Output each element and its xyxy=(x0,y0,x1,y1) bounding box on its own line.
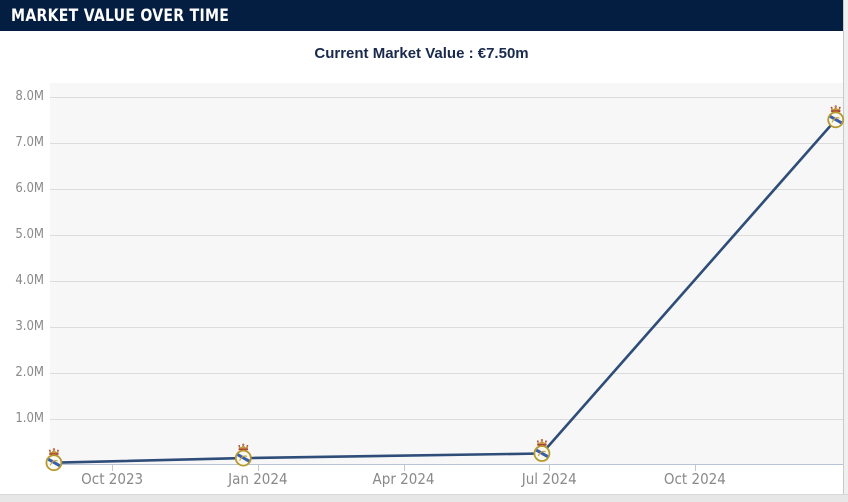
scrollbar-track[interactable] xyxy=(843,0,848,494)
chart-plot-area[interactable] xyxy=(50,83,843,465)
gridline xyxy=(50,326,843,328)
x-axis-tick xyxy=(112,465,114,471)
market-value-card: MARKET VALUE OVER TIME Current Market Va… xyxy=(0,0,843,494)
gridline xyxy=(50,234,843,236)
current-market-value-label: Current Market Value : xyxy=(314,45,474,62)
x-axis-tick xyxy=(549,465,551,471)
y-axis-label: 3.0M xyxy=(15,318,44,334)
y-axis-label: 5.0M xyxy=(15,226,44,242)
x-axis-tick xyxy=(694,465,696,471)
x-axis-tick xyxy=(403,465,405,471)
y-axis-label: 4.0M xyxy=(15,272,44,288)
y-axis-label: 2.0M xyxy=(15,364,44,380)
y-axis-label: 8.0M xyxy=(15,88,44,104)
y-axis-label: 7.0M xyxy=(15,134,44,150)
y-axis-label: 1.0M xyxy=(15,410,44,426)
gridline xyxy=(50,142,843,144)
x-axis-label: Oct 2023 xyxy=(81,470,144,488)
gridline xyxy=(50,280,843,282)
gridline xyxy=(50,96,843,98)
page-title: MARKET VALUE OVER TIME xyxy=(11,5,230,26)
x-axis-label: Jan 2024 xyxy=(228,470,288,488)
current-market-value-text: Current Market Value : €7.50m xyxy=(0,44,843,64)
x-axis-line xyxy=(50,464,843,465)
gridline xyxy=(50,372,843,374)
gridline xyxy=(50,418,843,420)
x-axis-label: Apr 2024 xyxy=(372,470,435,488)
next-section-divider xyxy=(0,494,848,502)
x-axis-tick xyxy=(257,465,259,471)
x-axis-label: Jul 2024 xyxy=(521,470,577,488)
section-header-bar: MARKET VALUE OVER TIME xyxy=(0,0,843,31)
x-axis-label: Oct 2024 xyxy=(663,470,726,488)
y-axis-label: 6.0M xyxy=(15,180,44,196)
current-market-value-amount: €7.50m xyxy=(477,45,529,62)
gridline xyxy=(50,188,843,190)
